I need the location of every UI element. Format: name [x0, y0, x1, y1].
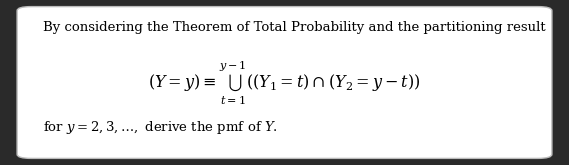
Text: for $y = 2, 3, \ldots,$ derive the pmf of $Y$.: for $y = 2, 3, \ldots,$ derive the pmf o… [43, 119, 278, 136]
Text: $(Y = y) \equiv \bigcup_{t=1}^{y-1} ((Y_1 = t) \cap (Y_2 = y - t))$: $(Y = y) \equiv \bigcup_{t=1}^{y-1} ((Y_… [149, 58, 420, 107]
Text: By considering the Theorem of Total Probability and the partitioning result: By considering the Theorem of Total Prob… [43, 21, 545, 34]
